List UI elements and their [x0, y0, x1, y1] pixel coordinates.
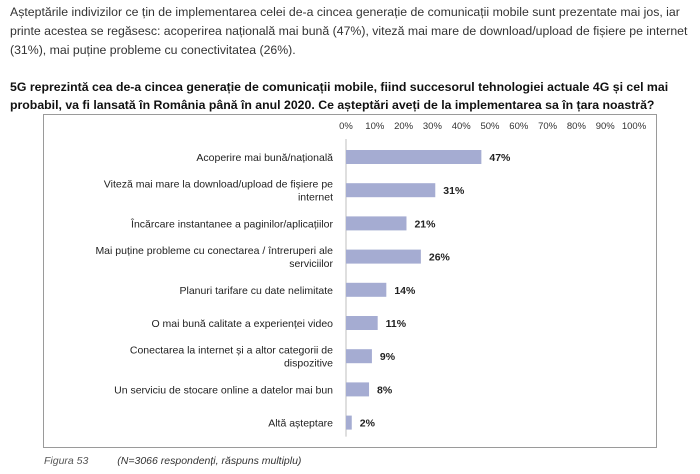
- bar: [346, 382, 370, 397]
- x-tick-label: 50%: [480, 121, 500, 132]
- category-label: Acoperire mai bună/națională: [196, 152, 333, 164]
- category-label: Viteză mai mare la download/upload de fi…: [104, 179, 333, 191]
- x-tick-label: 30%: [423, 121, 443, 132]
- category-label: O mai bună calitate a experienței video: [151, 318, 333, 330]
- value-label: 14%: [394, 285, 416, 297]
- category-label: serviciilor: [289, 258, 333, 270]
- bar-chart: 0% 10% 20% 30% 40% 50% 60% 70% 80% 90% 100% Acoperi…: [95, 121, 647, 437]
- x-tick-label: 10%: [365, 121, 385, 132]
- category-label: Conectarea la internet și a altor catego…: [130, 345, 333, 357]
- category-label: Altă așteptare: [268, 418, 333, 430]
- category-label: dispozitive: [284, 358, 333, 370]
- figure-caption: Figura 53 (N=3066 respondenți, răspuns m…: [44, 455, 301, 467]
- category-label: Încărcare instantanee a paginilor/aplica…: [130, 217, 333, 230]
- x-tick-label: 90%: [596, 121, 616, 132]
- x-tick-label: 0%: [339, 121, 353, 132]
- value-label: 26%: [429, 252, 451, 264]
- category-label: Mai puține probleme cu conectarea / într…: [95, 245, 333, 257]
- category-label: internet: [298, 192, 333, 204]
- bar: [346, 150, 482, 164]
- value-label: 11%: [386, 318, 407, 330]
- bar: [346, 249, 421, 264]
- x-tick-label: 40%: [452, 121, 472, 132]
- survey-question: 5G reprezintă cea de-a cincea generație …: [10, 80, 669, 112]
- value-label: 47%: [489, 152, 511, 164]
- caption-note: (N=3066 respondenți, răspuns multiplu): [117, 455, 302, 467]
- category-label: Planuri tarifare cu date nelimitate: [180, 285, 334, 297]
- x-tick-label: 100%: [622, 121, 647, 132]
- bar: [346, 349, 372, 364]
- x-tick-label: 20%: [394, 121, 414, 132]
- bar: [346, 316, 378, 330]
- chart-frame: 0% 10% 20% 30% 40% 50% 60% 70% 80% 90% 100% Acoperi…: [43, 114, 657, 448]
- value-label: 8%: [377, 384, 393, 396]
- category-label: Un serviciu de stocare online a datelor …: [114, 384, 333, 396]
- value-label: 9%: [380, 351, 396, 363]
- bar: [346, 216, 407, 231]
- value-label: 21%: [414, 218, 436, 230]
- bar: [346, 183, 436, 198]
- x-tick-label: 60%: [509, 121, 529, 132]
- x-tick-label: 80%: [567, 121, 587, 132]
- figure-number: Figura 53: [44, 455, 89, 467]
- intro-paragraph: Așteptările indivizilor ce țin de implem…: [10, 5, 688, 57]
- x-tick-label: 70%: [538, 121, 558, 132]
- bar: [346, 282, 387, 297]
- value-label: 31%: [443, 185, 465, 197]
- bar: [346, 415, 352, 430]
- value-label: 2%: [360, 418, 376, 430]
